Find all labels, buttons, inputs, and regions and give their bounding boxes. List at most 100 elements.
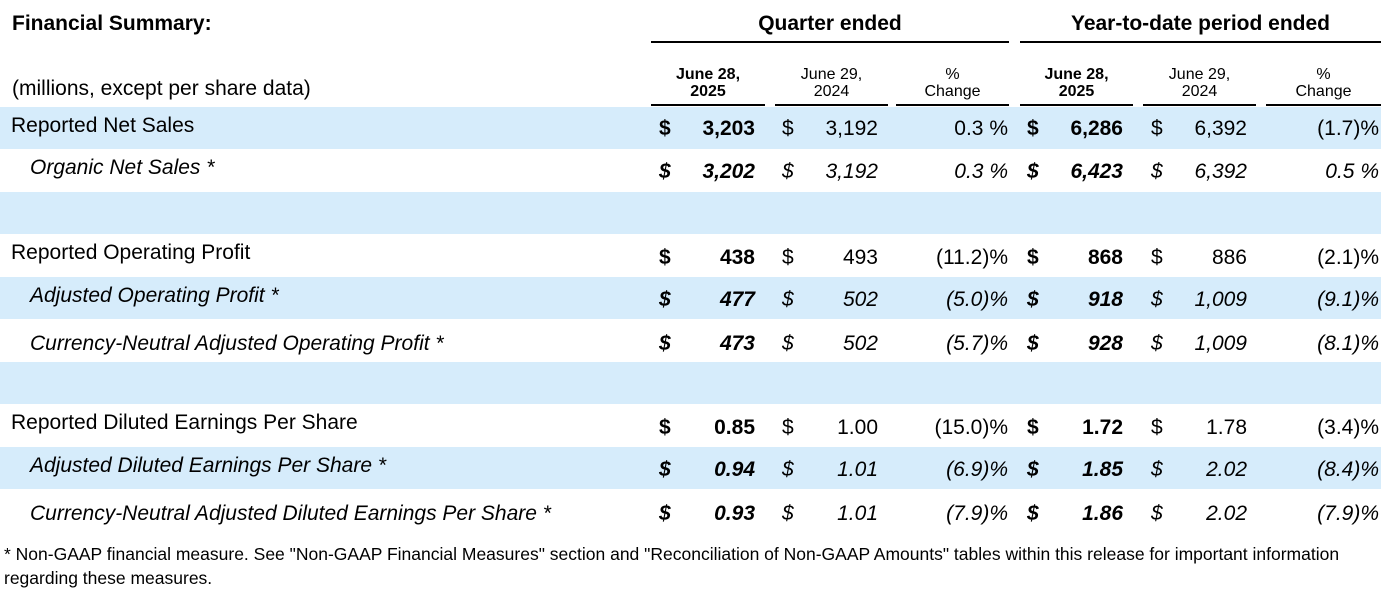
col-underline — [1143, 104, 1256, 106]
col-underline — [1266, 104, 1381, 106]
currency-symbol: $ — [1151, 288, 1163, 311]
table-cell-y24: 6,392 — [1194, 117, 1247, 140]
table-cell-q25: 477 — [719, 288, 755, 311]
table-cell-y24: 1,009 — [1194, 288, 1247, 311]
table-cell-q24: 1.01 — [837, 458, 878, 481]
table-cell-y24: 1.78 — [1206, 416, 1247, 439]
table-cell-ychg: (3.4)% — [1317, 416, 1379, 439]
table-cell-ychg: (7.9)% — [1317, 502, 1379, 525]
table-cell-y25: 1.86 — [1082, 502, 1123, 525]
row-label: Currency-Neutral Adjusted Diluted Earnin… — [30, 502, 551, 525]
row-label: Reported Diluted Earnings Per Share — [11, 411, 358, 434]
table-cell-y25: 918 — [1087, 288, 1123, 311]
table-cell-qchg: 0.3 % — [954, 117, 1008, 140]
col-header-q-2025: June 28, 2025 — [675, 66, 741, 100]
table-cell-q24: 1.00 — [837, 416, 878, 439]
row-label: Adjusted Operating Profit * — [30, 284, 279, 307]
table-cell-qchg: (5.7)% — [946, 332, 1008, 355]
table-cell-q24: 502 — [842, 288, 878, 311]
group-header-ytd: Year-to-date period ended — [1070, 12, 1331, 35]
currency-symbol: $ — [782, 416, 794, 439]
col-underline — [1020, 104, 1133, 106]
currency-symbol: $ — [1027, 502, 1039, 525]
table-cell-q25: 438 — [719, 246, 755, 269]
table-cell-y25: 6,423 — [1070, 160, 1123, 183]
units-note: (millions, except per share data) — [12, 77, 311, 100]
currency-symbol: $ — [1151, 332, 1163, 355]
table-cell-q24: 1.01 — [837, 502, 878, 525]
col-header-q-2024: June 29, 2024 — [800, 66, 863, 100]
col-header-ytd-2025: June 28, 2025 — [1044, 66, 1109, 100]
currency-symbol: $ — [659, 160, 671, 183]
currency-symbol: $ — [1151, 502, 1163, 525]
footnote: * Non-GAAP financial measure. See "Non-G… — [4, 544, 1340, 588]
table-title: Financial Summary: — [12, 12, 212, 35]
row-band — [0, 362, 1381, 404]
table-cell-q24: 493 — [842, 246, 878, 269]
table-cell-ychg: (2.1)% — [1317, 246, 1379, 269]
currency-symbol: $ — [1027, 332, 1039, 355]
table-cell-q25: 473 — [719, 332, 755, 355]
table-cell-q25: 0.85 — [714, 416, 755, 439]
col-header-ytd-change: % Change — [1295, 66, 1352, 100]
table-cell-y24: 2.02 — [1206, 458, 1247, 481]
group-underline-quarter — [651, 41, 1009, 43]
table-cell-qchg: (6.9)% — [946, 458, 1008, 481]
table-cell-ychg: 0.5 % — [1325, 160, 1379, 183]
row-label: Currency-Neutral Adjusted Operating Prof… — [30, 332, 444, 355]
table-cell-y25: 6,286 — [1070, 117, 1123, 140]
table-cell-q24: 3,192 — [825, 117, 878, 140]
table-cell-qchg: (15.0)% — [934, 416, 1008, 439]
currency-symbol: $ — [1151, 458, 1163, 481]
row-band — [0, 277, 1381, 319]
currency-symbol: $ — [782, 160, 794, 183]
col-underline — [896, 104, 1009, 106]
table-cell-y24: 6,392 — [1194, 160, 1247, 183]
table-cell-ychg: (1.7)% — [1317, 117, 1379, 140]
table-cell-q25: 0.94 — [714, 458, 755, 481]
col-header-ytd-2024: June 29, 2024 — [1168, 66, 1231, 100]
table-cell-q25: 3,202 — [702, 160, 755, 183]
row-band — [0, 192, 1381, 234]
currency-symbol: $ — [782, 458, 794, 481]
group-underline-ytd — [1020, 41, 1381, 43]
col-header-q-change: % Change — [924, 66, 981, 100]
table-cell-y24: 2.02 — [1206, 502, 1247, 525]
currency-symbol: $ — [659, 117, 671, 140]
currency-symbol: $ — [659, 458, 671, 481]
row-label: Organic Net Sales * — [30, 156, 215, 179]
currency-symbol: $ — [782, 117, 794, 140]
currency-symbol: $ — [1027, 288, 1039, 311]
col-underline — [775, 104, 888, 106]
group-header-quarter: Quarter ended — [758, 12, 902, 35]
currency-symbol: $ — [1027, 246, 1039, 269]
row-label: Reported Net Sales — [11, 114, 195, 137]
currency-symbol: $ — [782, 332, 794, 355]
currency-symbol: $ — [1151, 117, 1163, 140]
table-cell-ychg: (8.1)% — [1317, 332, 1379, 355]
currency-symbol: $ — [659, 502, 671, 525]
currency-symbol: $ — [782, 246, 794, 269]
table-cell-qchg: (11.2)% — [936, 246, 1008, 269]
table-cell-qchg: 0.3 % — [954, 160, 1008, 183]
row-band — [0, 447, 1381, 489]
currency-symbol: $ — [1027, 416, 1039, 439]
currency-symbol: $ — [1151, 246, 1163, 269]
table-cell-y25: 1.72 — [1082, 416, 1123, 439]
currency-symbol: $ — [659, 288, 671, 311]
table-cell-ychg: (8.4)% — [1317, 458, 1379, 481]
table-cell-y24: 1,009 — [1194, 332, 1247, 355]
currency-symbol: $ — [782, 288, 794, 311]
currency-symbol: $ — [1151, 160, 1163, 183]
table-cell-qchg: (5.0)% — [946, 288, 1008, 311]
currency-symbol: $ — [1027, 117, 1039, 140]
table-cell-q25: 3,203 — [702, 117, 755, 140]
currency-symbol: $ — [659, 416, 671, 439]
table-cell-y25: 868 — [1087, 246, 1123, 269]
currency-symbol: $ — [1027, 458, 1039, 481]
table-cell-y24: 886 — [1211, 246, 1247, 269]
table-cell-qchg: (7.9)% — [946, 502, 1008, 525]
currency-symbol: $ — [1151, 416, 1163, 439]
currency-symbol: $ — [659, 246, 671, 269]
table-cell-q24: 3,192 — [825, 160, 878, 183]
